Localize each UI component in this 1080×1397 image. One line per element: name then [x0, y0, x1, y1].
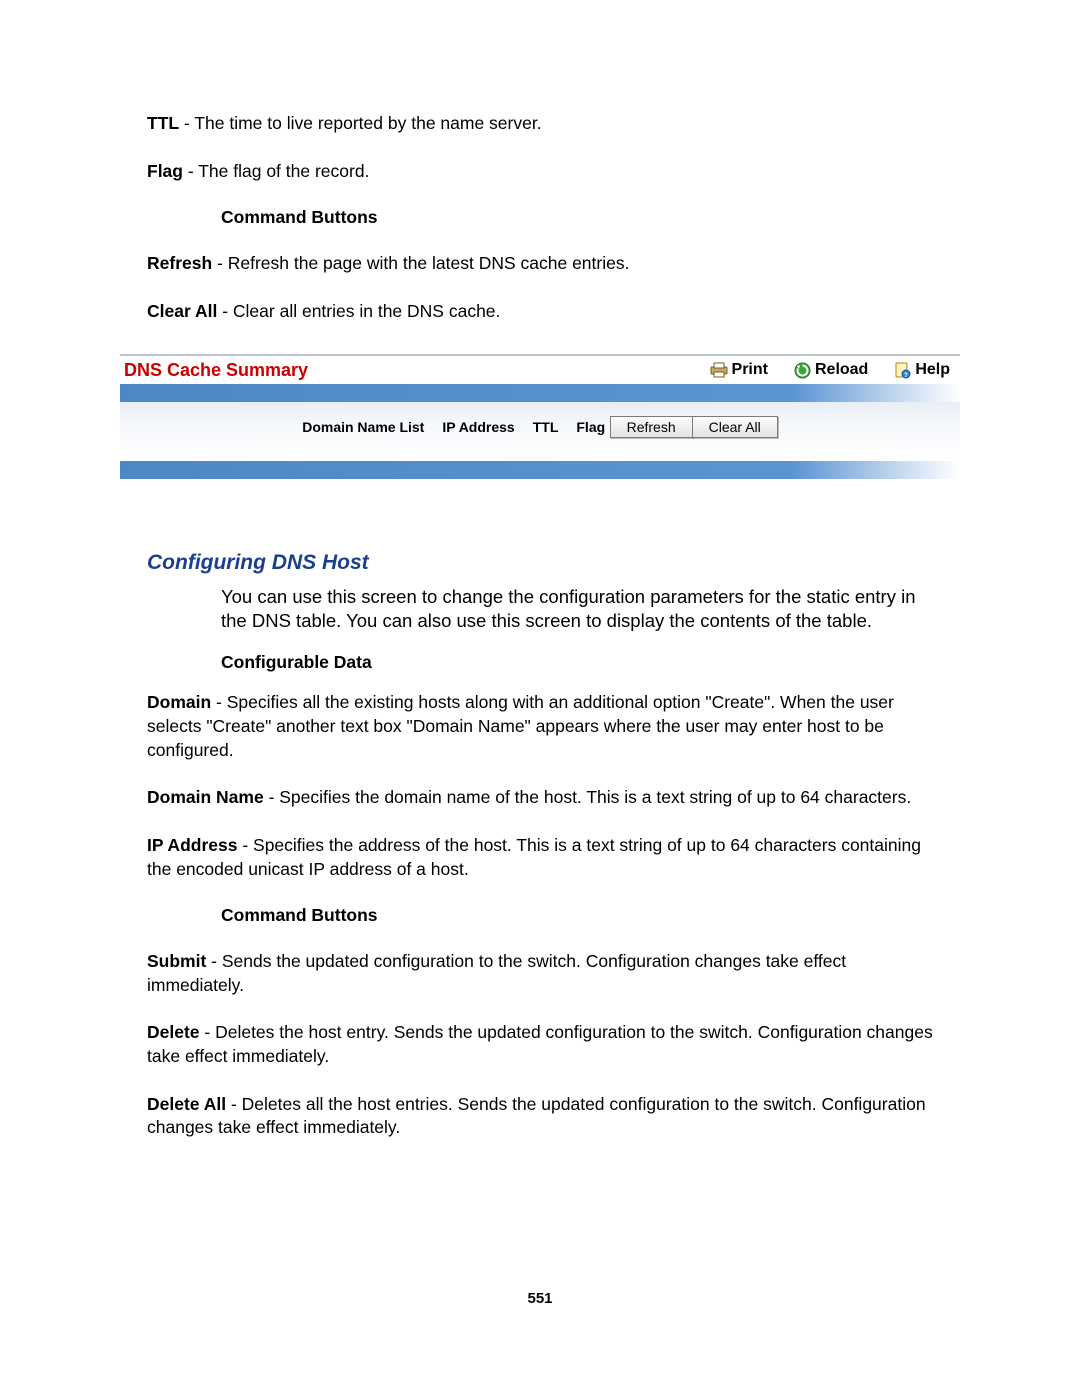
definition-text: - Deletes all the host entries. Sends th…	[147, 1094, 926, 1138]
definition-term: Submit	[147, 951, 206, 971]
definition-text: - Deletes the host entry. Sends the upda…	[147, 1022, 933, 1066]
column-header: IP Address	[442, 419, 514, 435]
definition-term: Delete All	[147, 1094, 226, 1114]
command-buttons-heading: Command Buttons	[221, 207, 933, 228]
svg-text:?: ?	[904, 373, 908, 379]
panel-button-row: Refresh Clear All	[610, 416, 778, 438]
reload-icon	[794, 362, 811, 379]
definition-text: - Refresh the page with the latest DNS c…	[212, 253, 629, 273]
definition-term: TTL	[147, 113, 179, 133]
definition-text: - Specifies all the existing hosts along…	[147, 692, 894, 759]
panel-divider-bottom	[120, 461, 960, 479]
definition-clear-all: Clear All - Clear all entries in the DNS…	[147, 300, 933, 324]
definition-text: - The time to live reported by the name …	[179, 113, 541, 133]
column-header: Flag	[576, 419, 605, 435]
definition-text: - The flag of the record.	[183, 161, 369, 181]
definition-delete-all: Delete All - Deletes all the host entrie…	[147, 1093, 933, 1140]
definition-text: - Clear all entries in the DNS cache.	[217, 301, 500, 321]
page-number: 551	[147, 1290, 933, 1307]
configurable-data-heading: Configurable Data	[221, 652, 933, 673]
section-title: Configuring DNS Host	[147, 551, 933, 575]
section-intro: You can use this screen to change the co…	[221, 585, 933, 635]
document-page: TTL - The time to live reported by the n…	[0, 0, 1080, 1387]
definition-text: - Sends the updated configuration to the…	[147, 951, 846, 995]
column-header: Domain Name List	[302, 419, 424, 435]
definition-term: Refresh	[147, 253, 212, 273]
command-buttons-heading: Command Buttons	[221, 905, 933, 926]
definition-term: Flag	[147, 161, 183, 181]
print-label: Print	[732, 361, 768, 379]
definition-term: Clear All	[147, 301, 217, 321]
dns-cache-summary-panel: DNS Cache Summary Print	[120, 354, 960, 479]
panel-header: DNS Cache Summary Print	[120, 356, 960, 384]
panel-body: Domain Name List IP Address TTL Flag Ref…	[120, 402, 960, 461]
printer-icon	[710, 362, 728, 378]
refresh-button[interactable]: Refresh	[610, 416, 693, 438]
definition-term: Domain Name	[147, 787, 264, 807]
table-column-headers: Domain Name List IP Address TTL Flag	[302, 419, 605, 435]
column-header: TTL	[533, 419, 559, 435]
definition-submit: Submit - Sends the updated configuration…	[147, 950, 933, 997]
definition-text: - Specifies the address of the host. Thi…	[147, 835, 921, 879]
panel-divider-top	[120, 384, 960, 402]
definition-refresh: Refresh - Refresh the page with the late…	[147, 252, 933, 276]
help-button[interactable]: ? Help	[894, 361, 950, 379]
definition-ttl: TTL - The time to live reported by the n…	[147, 112, 933, 136]
reload-label: Reload	[815, 361, 868, 379]
print-button[interactable]: Print	[710, 361, 768, 379]
definition-text: - Specifies the domain name of the host.…	[264, 787, 912, 807]
definition-term: Delete	[147, 1022, 200, 1042]
definition-flag: Flag - The flag of the record.	[147, 160, 933, 184]
help-label: Help	[915, 361, 950, 379]
definition-ip-address: IP Address - Specifies the address of th…	[147, 834, 933, 881]
clear-all-button[interactable]: Clear All	[692, 416, 778, 438]
definition-delete: Delete - Deletes the host entry. Sends t…	[147, 1021, 933, 1068]
help-icon: ?	[894, 362, 911, 379]
definition-term: IP Address	[147, 835, 237, 855]
panel-toolbar: Print Reload ? Help	[710, 361, 950, 379]
definition-domain: Domain - Specifies all the existing host…	[147, 691, 933, 762]
definition-domain-name: Domain Name - Specifies the domain name …	[147, 786, 933, 810]
panel-title: DNS Cache Summary	[124, 360, 710, 381]
definition-term: Domain	[147, 692, 211, 712]
reload-button[interactable]: Reload	[794, 361, 868, 379]
